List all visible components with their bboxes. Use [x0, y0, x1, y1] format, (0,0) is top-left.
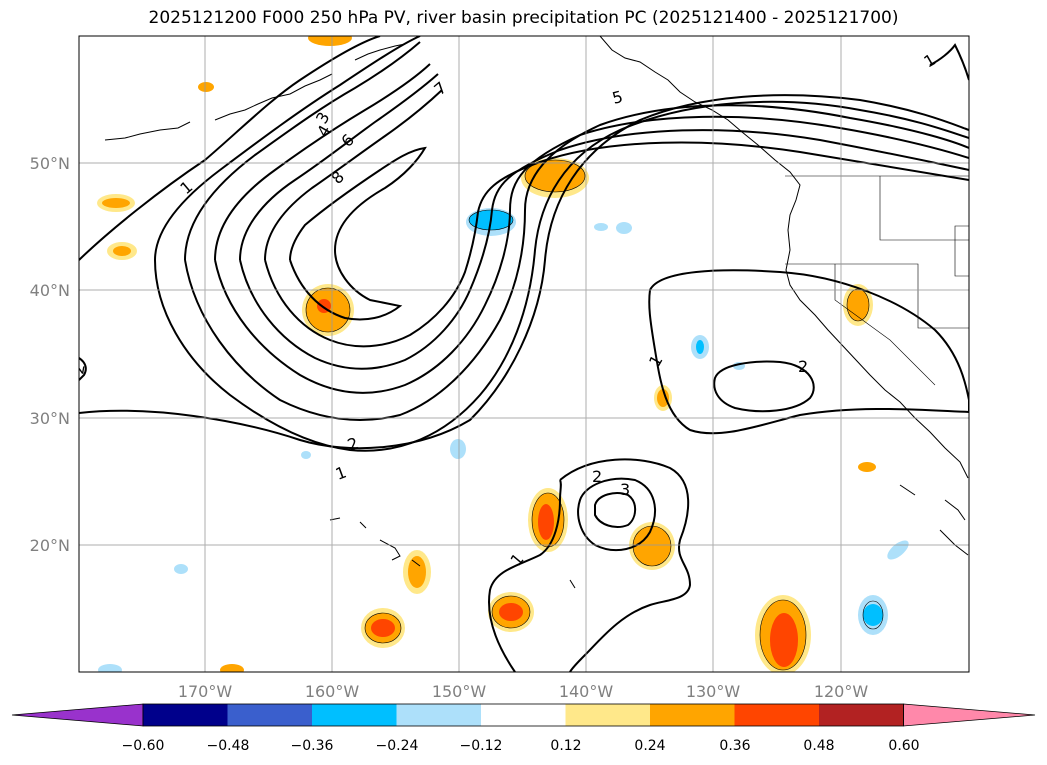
lon-label: 160°W — [305, 682, 360, 701]
latitude-labels: 50°N 40°N 30°N 20°N — [30, 154, 70, 555]
colorbar-segment — [396, 704, 482, 726]
colorbar-segment — [227, 704, 313, 726]
contour-label: 5 — [610, 87, 625, 108]
colorbar-ticks: −0.60 −0.48 −0.36 −0.24 −0.12 0.12 0.24 … — [122, 738, 920, 754]
lon-label: 150°W — [432, 682, 487, 701]
precipitation-shading — [97, 36, 909, 672]
gridlines — [79, 36, 969, 672]
coastlines — [104, 36, 969, 589]
contour-label: 2 — [68, 362, 88, 375]
colorbar-tick-label: −0.48 — [207, 738, 250, 754]
colorbar-tick-label: 0.12 — [550, 738, 581, 754]
lon-label: 120°W — [814, 682, 869, 701]
colorbar-segment — [819, 704, 904, 726]
lon-label: 170°W — [178, 682, 233, 701]
colorbar-tick-label: −0.36 — [291, 738, 334, 754]
colorbar-extend-left — [11, 703, 144, 727]
contour-label: 2 — [798, 357, 808, 376]
colorbar-tick-label: −0.24 — [376, 738, 419, 754]
state-borders — [785, 175, 969, 386]
lon-label: 130°W — [686, 682, 741, 701]
lat-label: 50°N — [30, 154, 70, 173]
colorbar-extend-right — [903, 703, 1036, 727]
colorbar-tick-label: 0.36 — [719, 738, 750, 754]
lat-label: 40°N — [30, 281, 70, 300]
precipitation-outlines — [305, 159, 884, 671]
colorbar — [11, 703, 1036, 727]
longitude-labels: 170°W 160°W 150°W 140°W 130°W 120°W — [178, 682, 869, 701]
colorbar-tick-label: 0.24 — [634, 738, 665, 754]
colorbar-tick-label: 0.48 — [803, 738, 834, 754]
contour-label: 3 — [620, 480, 630, 499]
contour-label: 2 — [592, 467, 602, 486]
lat-label: 20°N — [30, 536, 70, 555]
colorbar-segment — [734, 704, 820, 726]
plot-frame — [78, 35, 970, 673]
colorbar-segment — [312, 704, 397, 726]
lat-label: 30°N — [30, 409, 70, 428]
plot-area — [79, 36, 969, 672]
colorbar-segment — [565, 704, 651, 726]
colorbar-tick-label: −0.60 — [122, 738, 165, 754]
colorbar-tick-label: −0.12 — [460, 738, 503, 754]
colorbar-segment — [143, 704, 228, 726]
map-title: 2025121200 F000 250 hPa PV, river basin … — [148, 8, 899, 28]
colorbar-tick-label: 0.60 — [888, 738, 919, 754]
lon-label: 140°W — [559, 682, 614, 701]
colorbar-segment — [481, 704, 566, 726]
colorbar-segment — [650, 704, 735, 726]
pv-contours — [79, 36, 969, 672]
colorbar-frame — [142, 703, 904, 727]
